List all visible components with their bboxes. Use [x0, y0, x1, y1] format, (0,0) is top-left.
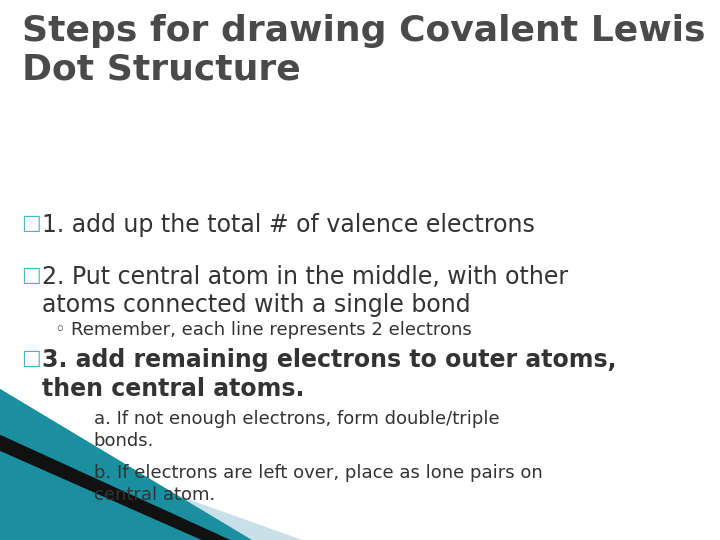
Text: Steps for drawing Covalent Lewis
Dot Structure: Steps for drawing Covalent Lewis Dot Str…: [22, 14, 705, 87]
Text: □: □: [22, 348, 41, 368]
Polygon shape: [0, 389, 252, 540]
Text: □: □: [22, 213, 41, 233]
Text: b. If electrons are left over, place as lone pairs on
central atom.: b. If electrons are left over, place as …: [94, 464, 542, 504]
Text: □: □: [22, 265, 41, 285]
Polygon shape: [0, 435, 230, 540]
Text: 1. add up the total # of valence electrons: 1. add up the total # of valence electro…: [42, 213, 535, 237]
Polygon shape: [0, 432, 302, 540]
Text: 3. add remaining electrons to outer atoms,
then central atoms.: 3. add remaining electrons to outer atom…: [42, 348, 616, 401]
Text: ◦: ◦: [54, 321, 65, 339]
Text: a. If not enough electrons, form double/triple
bonds.: a. If not enough electrons, form double/…: [94, 410, 499, 450]
Text: 2. Put central atom in the middle, with other
atoms connected with a single bond: 2. Put central atom in the middle, with …: [42, 265, 568, 318]
Text: Remember, each line represents 2 electrons: Remember, each line represents 2 electro…: [71, 321, 472, 339]
